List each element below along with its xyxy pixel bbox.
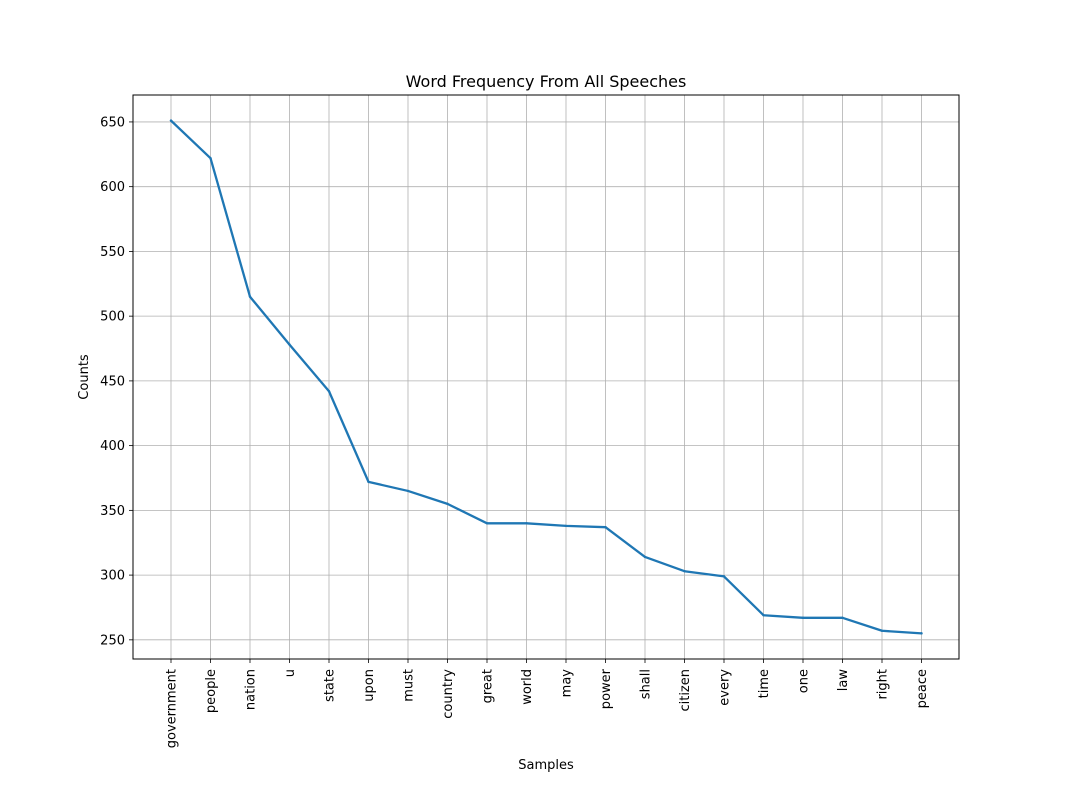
x-tick-label: shall	[639, 669, 654, 699]
x-tick-label: government	[165, 669, 180, 748]
x-tick-label: people	[204, 669, 219, 713]
data-point	[604, 525, 607, 529]
data-point	[169, 119, 173, 122]
axis-ticks: government people nation u state upon must coun…	[100, 115, 930, 748]
data-point	[722, 575, 726, 578]
data-point	[920, 632, 923, 635]
data-point	[525, 522, 528, 525]
x-tick-label: one	[797, 669, 812, 693]
data-point	[683, 570, 686, 573]
series-layer	[169, 119, 923, 635]
x-tick-label: time	[757, 669, 772, 698]
x-tick-label: peace	[915, 669, 930, 708]
data-point	[762, 614, 765, 617]
y-axis-label: Counts	[77, 354, 92, 400]
series-line	[169, 119, 923, 635]
y-tick-label: 500	[100, 310, 125, 325]
data-point	[564, 524, 568, 528]
data-point	[841, 616, 844, 620]
data-point	[367, 480, 370, 484]
x-tick-label: right	[876, 669, 891, 700]
x-tick-label: country	[441, 669, 456, 719]
x-tick-label: may	[560, 669, 575, 698]
data-point	[406, 489, 410, 493]
x-tick-label: state	[323, 669, 338, 702]
y-tick-label: 650	[100, 115, 125, 130]
data-point	[446, 502, 449, 506]
x-axis-label: Samples	[518, 758, 574, 773]
x-tick-label: must	[402, 669, 417, 702]
y-tick-label: 300	[100, 569, 125, 584]
chart-title: Word Frequency From All Speeches	[406, 72, 687, 91]
x-tick-label: nation	[244, 669, 259, 710]
x-tick-label: law	[836, 669, 851, 692]
data-point	[880, 629, 884, 632]
data-point	[209, 156, 212, 160]
x-tick-label: great	[481, 669, 496, 703]
series-group	[169, 119, 923, 635]
x-tick-label: citizen	[678, 669, 693, 712]
data-point	[288, 343, 291, 346]
data-point	[248, 295, 252, 298]
y-tick-label: 550	[100, 245, 125, 260]
x-tick-label: world	[520, 669, 535, 705]
data-point	[485, 522, 489, 525]
y-tick-label: 450	[100, 374, 125, 389]
y-tick-label: 600	[100, 180, 125, 195]
plot-frame	[132, 94, 960, 660]
x-tick-label: power	[599, 668, 614, 709]
x-tick-label: u	[283, 669, 298, 677]
data-point	[327, 390, 331, 393]
data-point	[801, 616, 805, 620]
grid	[133, 95, 959, 659]
x-tick-label: upon	[362, 669, 377, 702]
data-point	[643, 555, 647, 559]
y-tick-label: 400	[100, 439, 125, 454]
y-tick-label: 350	[100, 504, 125, 519]
y-tick-label: 250	[100, 633, 125, 648]
x-tick-label: every	[718, 669, 733, 706]
